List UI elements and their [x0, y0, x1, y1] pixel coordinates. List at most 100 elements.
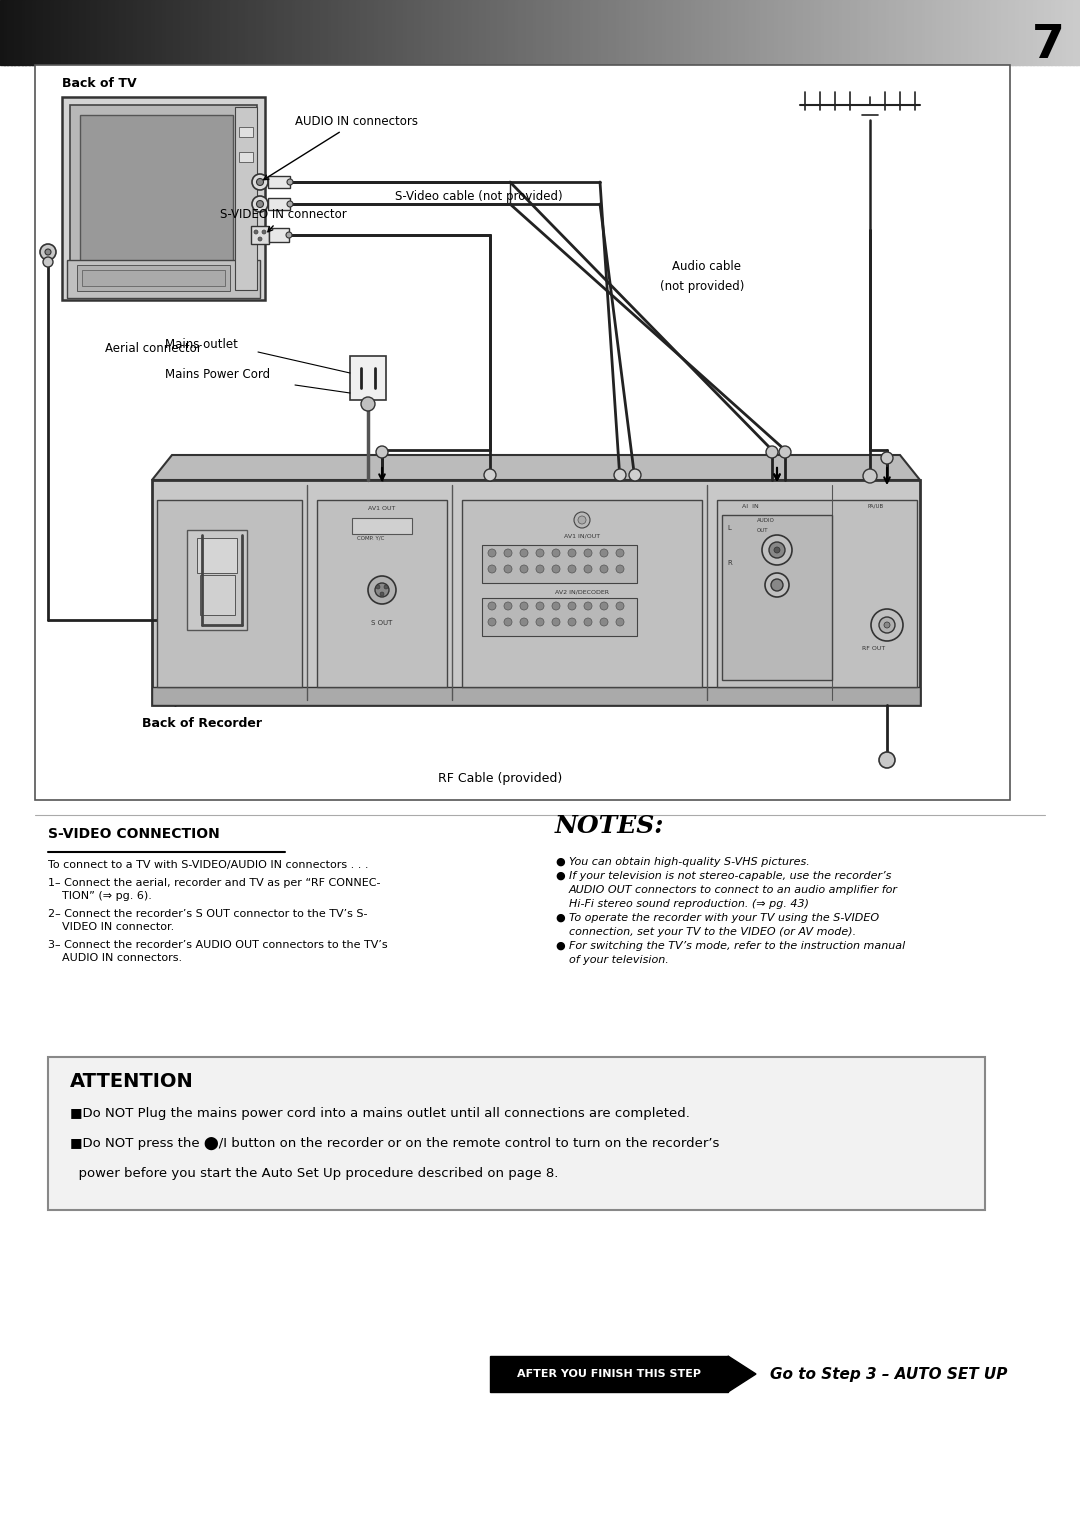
Circle shape	[771, 578, 783, 591]
Bar	[731, 0, 735, 66]
Text: of your television.: of your television.	[569, 955, 669, 964]
Bar	[813, 0, 819, 66]
Bar	[335, 0, 339, 66]
Bar	[154, 0, 160, 66]
Bar	[889, 0, 894, 66]
Bar	[994, 0, 998, 66]
Bar	[472, 0, 476, 66]
Bar	[842, 0, 847, 66]
Bar	[198, 0, 203, 66]
Circle shape	[870, 609, 903, 641]
Bar	[256, 0, 260, 66]
Circle shape	[519, 565, 528, 572]
Bar	[410, 0, 415, 66]
Bar	[208, 0, 214, 66]
Bar	[321, 0, 325, 66]
Bar	[489, 0, 495, 66]
Bar	[1012, 0, 1016, 66]
Circle shape	[536, 549, 544, 557]
Bar	[446, 0, 451, 66]
Bar	[162, 0, 166, 66]
Circle shape	[536, 601, 544, 610]
Bar	[821, 0, 825, 66]
Bar	[443, 0, 447, 66]
Bar	[518, 0, 523, 66]
Bar	[915, 0, 919, 66]
Bar	[626, 0, 631, 66]
Bar	[850, 0, 854, 66]
Bar	[640, 0, 646, 66]
Bar	[929, 0, 933, 66]
Circle shape	[616, 618, 624, 626]
Bar	[130, 0, 134, 66]
Bar	[62, 98, 265, 301]
Bar	[414, 0, 419, 66]
Bar	[745, 0, 750, 66]
Bar	[90, 0, 95, 66]
Circle shape	[252, 195, 268, 212]
Text: 7: 7	[1031, 23, 1065, 69]
Text: RF Cable (provided): RF Cable (provided)	[437, 772, 562, 784]
Bar	[656, 0, 660, 66]
Bar	[324, 0, 328, 66]
Bar	[734, 0, 739, 66]
Circle shape	[600, 565, 608, 572]
Circle shape	[519, 549, 528, 557]
Bar	[259, 0, 264, 66]
Bar	[759, 0, 765, 66]
Bar	[828, 0, 833, 66]
Bar	[389, 0, 393, 66]
Bar	[694, 0, 700, 66]
Circle shape	[885, 623, 890, 629]
Bar	[197, 539, 237, 572]
Bar	[62, 0, 66, 66]
Text: S-Video cable (not provided): S-Video cable (not provided)	[395, 191, 563, 203]
Circle shape	[779, 446, 791, 458]
Bar	[119, 0, 123, 66]
Bar	[861, 0, 865, 66]
Bar	[597, 0, 603, 66]
Circle shape	[616, 601, 624, 610]
Text: Mains outlet: Mains outlet	[165, 337, 238, 351]
Bar	[450, 0, 455, 66]
Bar	[268, 175, 291, 188]
Bar	[77, 266, 230, 291]
Circle shape	[879, 752, 895, 768]
Bar	[526, 0, 530, 66]
Bar	[1034, 0, 1038, 66]
Bar	[482, 598, 637, 636]
Bar	[213, 0, 217, 66]
Text: AUDIO IN connectors.: AUDIO IN connectors.	[62, 954, 183, 963]
Bar	[878, 0, 883, 66]
Bar	[18, 0, 23, 66]
Text: AUDIO OUT connectors to connect to an audio amplifier for: AUDIO OUT connectors to connect to an au…	[569, 885, 897, 896]
Bar	[239, 127, 253, 137]
Bar	[969, 0, 973, 66]
Text: To operate the recorder with your TV using the S-VIDEO: To operate the recorder with your TV usi…	[569, 913, 879, 923]
Bar	[40, 0, 44, 66]
Bar	[1058, 0, 1063, 66]
Bar	[105, 0, 109, 66]
Bar	[152, 687, 920, 705]
Circle shape	[287, 179, 293, 185]
Bar	[1062, 0, 1067, 66]
Bar	[537, 0, 541, 66]
Bar	[662, 0, 667, 66]
Circle shape	[600, 618, 608, 626]
Bar	[867, 0, 873, 66]
Bar	[500, 0, 505, 66]
Bar	[565, 0, 570, 66]
Bar	[396, 0, 401, 66]
Bar	[839, 0, 843, 66]
Bar	[713, 0, 717, 66]
Circle shape	[488, 601, 496, 610]
Bar	[774, 0, 779, 66]
Bar	[170, 0, 174, 66]
Bar	[936, 0, 941, 66]
Bar	[605, 0, 609, 66]
Bar	[785, 0, 789, 66]
Circle shape	[568, 601, 576, 610]
Text: ●: ●	[555, 942, 565, 951]
Bar	[980, 0, 984, 66]
Bar	[187, 0, 192, 66]
